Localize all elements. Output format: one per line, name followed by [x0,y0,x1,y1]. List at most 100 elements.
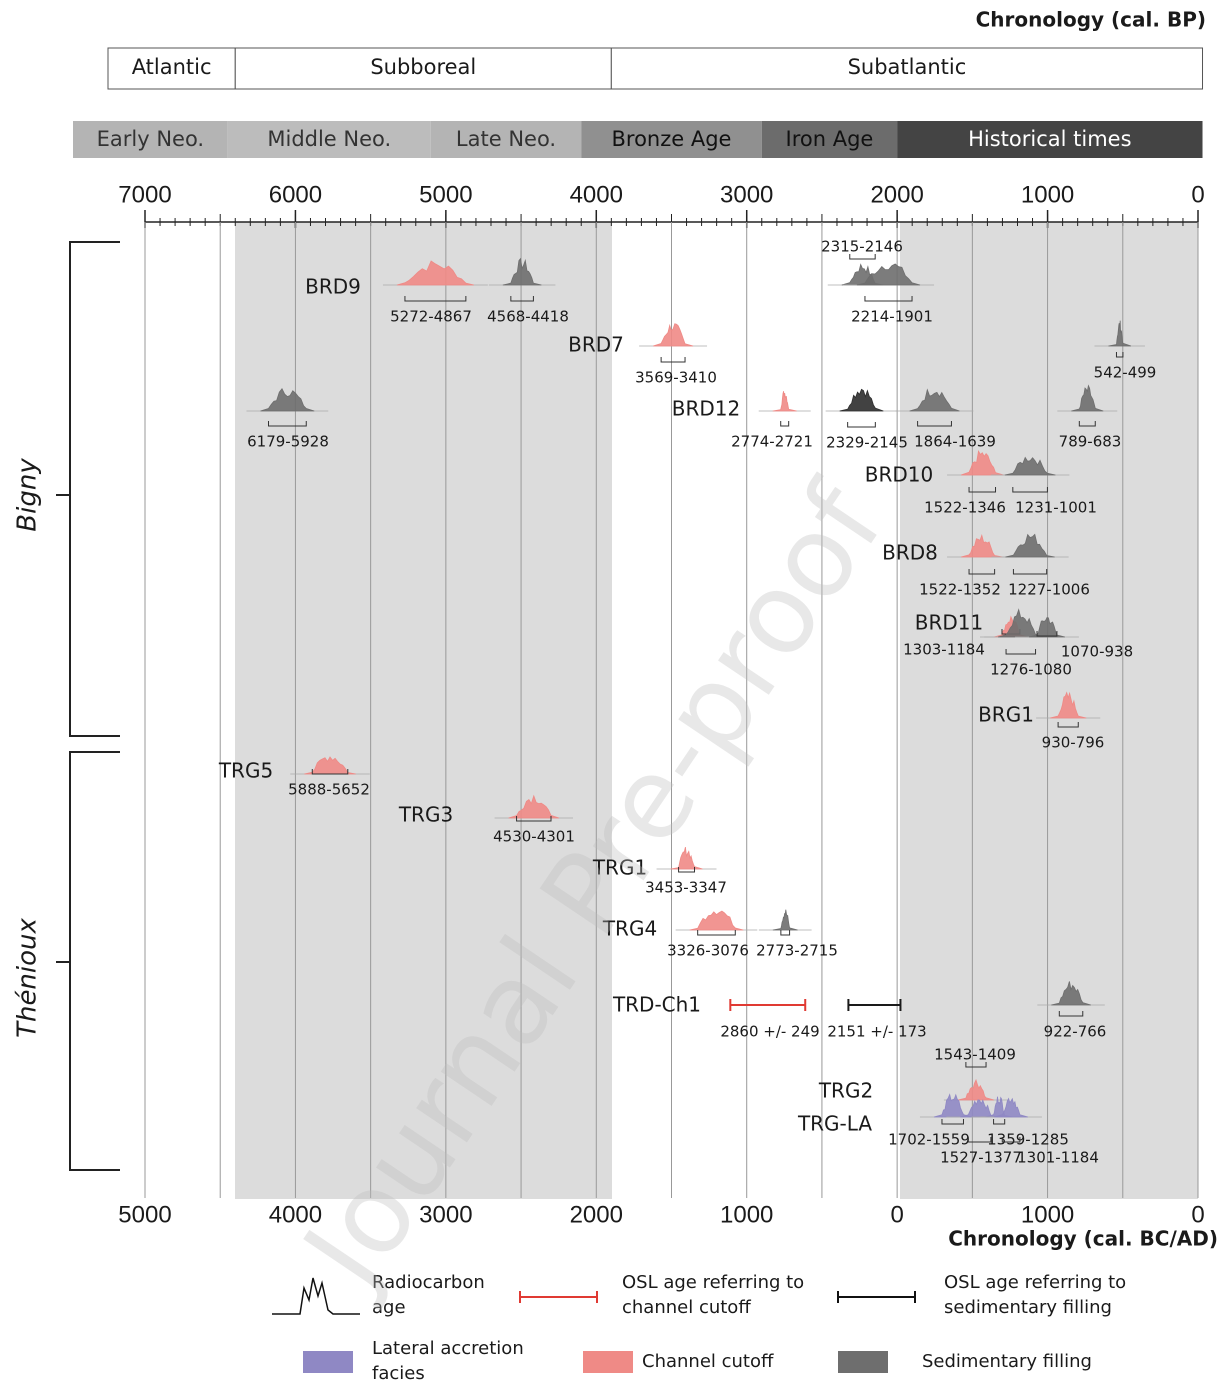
range-bracket [864,296,913,302]
range-bracket [965,1062,987,1068]
sample-row: TRD-Ch1 922-766 2860 +/- 249 2151 +/- 173 [612,981,1106,1041]
radiocarbon-distribution [856,263,921,286]
range-bracket [404,296,467,302]
sample-name: TRG3 [398,803,453,827]
radiocarbon-distribution [772,391,797,412]
range-bracket [849,254,876,260]
radiocarbon-distribution [960,1099,999,1118]
sample-name: BRG1 [978,703,1034,727]
legend-icons [272,1277,916,1373]
sample-name: BRD10 [865,463,933,487]
range-label: 1864-1639 [914,433,996,451]
bp-title: Chronology (cal. BP) [976,8,1206,32]
icon-cutoff [583,1351,633,1373]
bp-tick-label: 2000 [870,181,923,208]
range-bracket [1005,649,1037,655]
bp-tick-label: 3000 [720,181,773,208]
range-label: 1543-1409 [934,1046,1016,1064]
radiocarbon-distribution [1004,456,1056,476]
icon-filling [838,1351,888,1373]
sample-row: TRG3 4530-4301 [398,794,575,846]
radiocarbon-distribution [502,257,542,286]
range-label: 6179-5928 [247,433,329,451]
range-bracket [780,421,790,427]
sample-name: TRD-Ch1 [612,993,701,1017]
range-label: 1527-1377 [940,1149,1022,1167]
sample-name: TRG2 [818,1079,873,1103]
range-label: 3569-3410 [635,369,717,387]
range-bracket [1078,421,1096,427]
radiocarbon-distribution [933,1093,972,1118]
culture-period [73,121,228,158]
sample-name: TRG1 [592,856,647,880]
band-subboreal [235,222,612,1199]
range-bracket [510,296,534,302]
range-bracket [941,1119,964,1125]
culture-period [761,121,898,158]
legend-label: channel cutoff [622,1297,751,1318]
range-label: 2774-2721 [731,433,813,451]
range-bracket [993,1119,1006,1125]
range-bracket [917,421,952,427]
radiocarbon-distribution [1005,533,1055,558]
range-label: 5888-5652 [288,781,370,799]
range-label: 1070-938 [1061,643,1133,661]
bracket-bigny [56,241,120,737]
sample-row: TRG-LA 1702-15591527-13771359-12851301-11… [797,1093,1099,1167]
culture-label: Early Neo. [97,127,205,151]
range-label: 3453-3347 [645,879,727,897]
icon-accretion [303,1351,353,1373]
bp-tick-label: 4000 [570,181,623,208]
sample-row: BRD9 5272-4867 4568-4418 2315-2146 2214-1901 [305,238,935,326]
range-label: 2315-2146 [821,238,903,256]
range-label: 4530-4301 [493,828,575,846]
sample-name: BRD8 [882,541,938,565]
range-label: 1301-1184 [1017,1149,1099,1167]
site-brackets [56,241,120,1171]
bcad-tick-label: 1000 [720,1201,773,1228]
range-label: 789-683 [1059,433,1122,451]
radiocarbon-distribution [670,847,703,870]
band-historical [900,222,1198,1199]
range-label: 3326-3076 [667,942,749,960]
bp-tick-label: 0 [1191,181,1204,208]
culture-period [581,121,762,158]
range-bracket [516,816,552,822]
range-label: 930-796 [1042,734,1105,752]
icon-osl-cutoff [519,1291,598,1303]
range-bracket [311,769,349,775]
bcad-tick-label: 3000 [419,1201,472,1228]
radiocarbon-distribution [1051,981,1091,1006]
climate-period [234,47,612,90]
climate-period [610,47,1204,90]
radiocarbon-distribution [839,388,884,412]
icon-osl-filling [837,1291,916,1303]
range-bracket [1012,569,1048,575]
culture-period [897,121,1203,158]
radiocarbon-distribution [1028,617,1065,638]
legend-label: sedimentary filling [944,1297,1112,1318]
range-label: 2329-2145 [826,434,908,452]
range-bracket [660,357,686,363]
bracket-thenioux [56,751,120,1171]
sample-name: BRD9 [305,275,361,299]
bcad-tick-label: 4000 [269,1201,322,1228]
range-bracket [268,421,307,427]
culture-label: Middle Neo. [267,127,391,151]
icon-radiocarbon [272,1277,360,1315]
range-bracket [678,867,696,873]
legend-label: Sedimentary filling [922,1351,1092,1372]
range-label: 1276-1080 [990,661,1072,679]
bcad-title: Chronology (cal. BC/AD) [948,1227,1218,1251]
radiocarbon-distribution [994,1097,1028,1118]
range-bracket [847,422,876,428]
range-label: 2214-1901 [851,308,933,326]
site-label: Thénioux [13,917,43,1037]
sample-name: TRG-LA [797,1112,872,1136]
site-label: Bigny [13,458,43,532]
bcad-tick-label: 0 [1191,1201,1204,1228]
legend-label: Channel cutoff [642,1351,774,1372]
sample-row: TRG2 1543-1409 [818,1046,1016,1103]
